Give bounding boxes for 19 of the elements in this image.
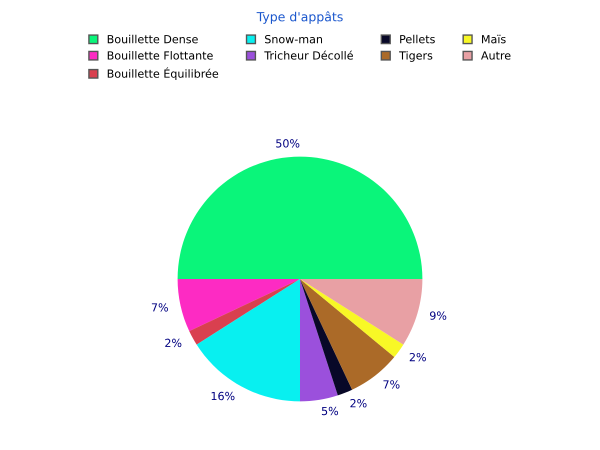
- legend-label: Bouillette Dense: [108, 34, 198, 44]
- data-label: 50%: [276, 139, 300, 148]
- data-label: 2%: [350, 399, 367, 408]
- data-label: 7%: [152, 303, 168, 312]
- data-label: 2%: [165, 338, 182, 348]
- legend-label: Bouillette Flottante: [108, 51, 213, 60]
- legend-label: Snow-man: [265, 34, 322, 44]
- legend-label: Tricheur Décollé: [264, 50, 353, 60]
- data-label: 9%: [430, 311, 446, 320]
- legend-label: Pellets: [400, 34, 435, 44]
- legend-label: Autre: [481, 51, 511, 60]
- data-label: 2%: [410, 352, 426, 362]
- legend-label: Tigers: [399, 51, 432, 62]
- data-label: 7%: [383, 380, 400, 389]
- legend-label: Bouillette Équilibrée: [108, 67, 218, 80]
- data-label: 5%: [322, 406, 338, 416]
- chart-title: Type d'appâts: [256, 11, 343, 24]
- data-label: 16%: [212, 392, 235, 400]
- legend-label: Maïs: [482, 34, 506, 44]
